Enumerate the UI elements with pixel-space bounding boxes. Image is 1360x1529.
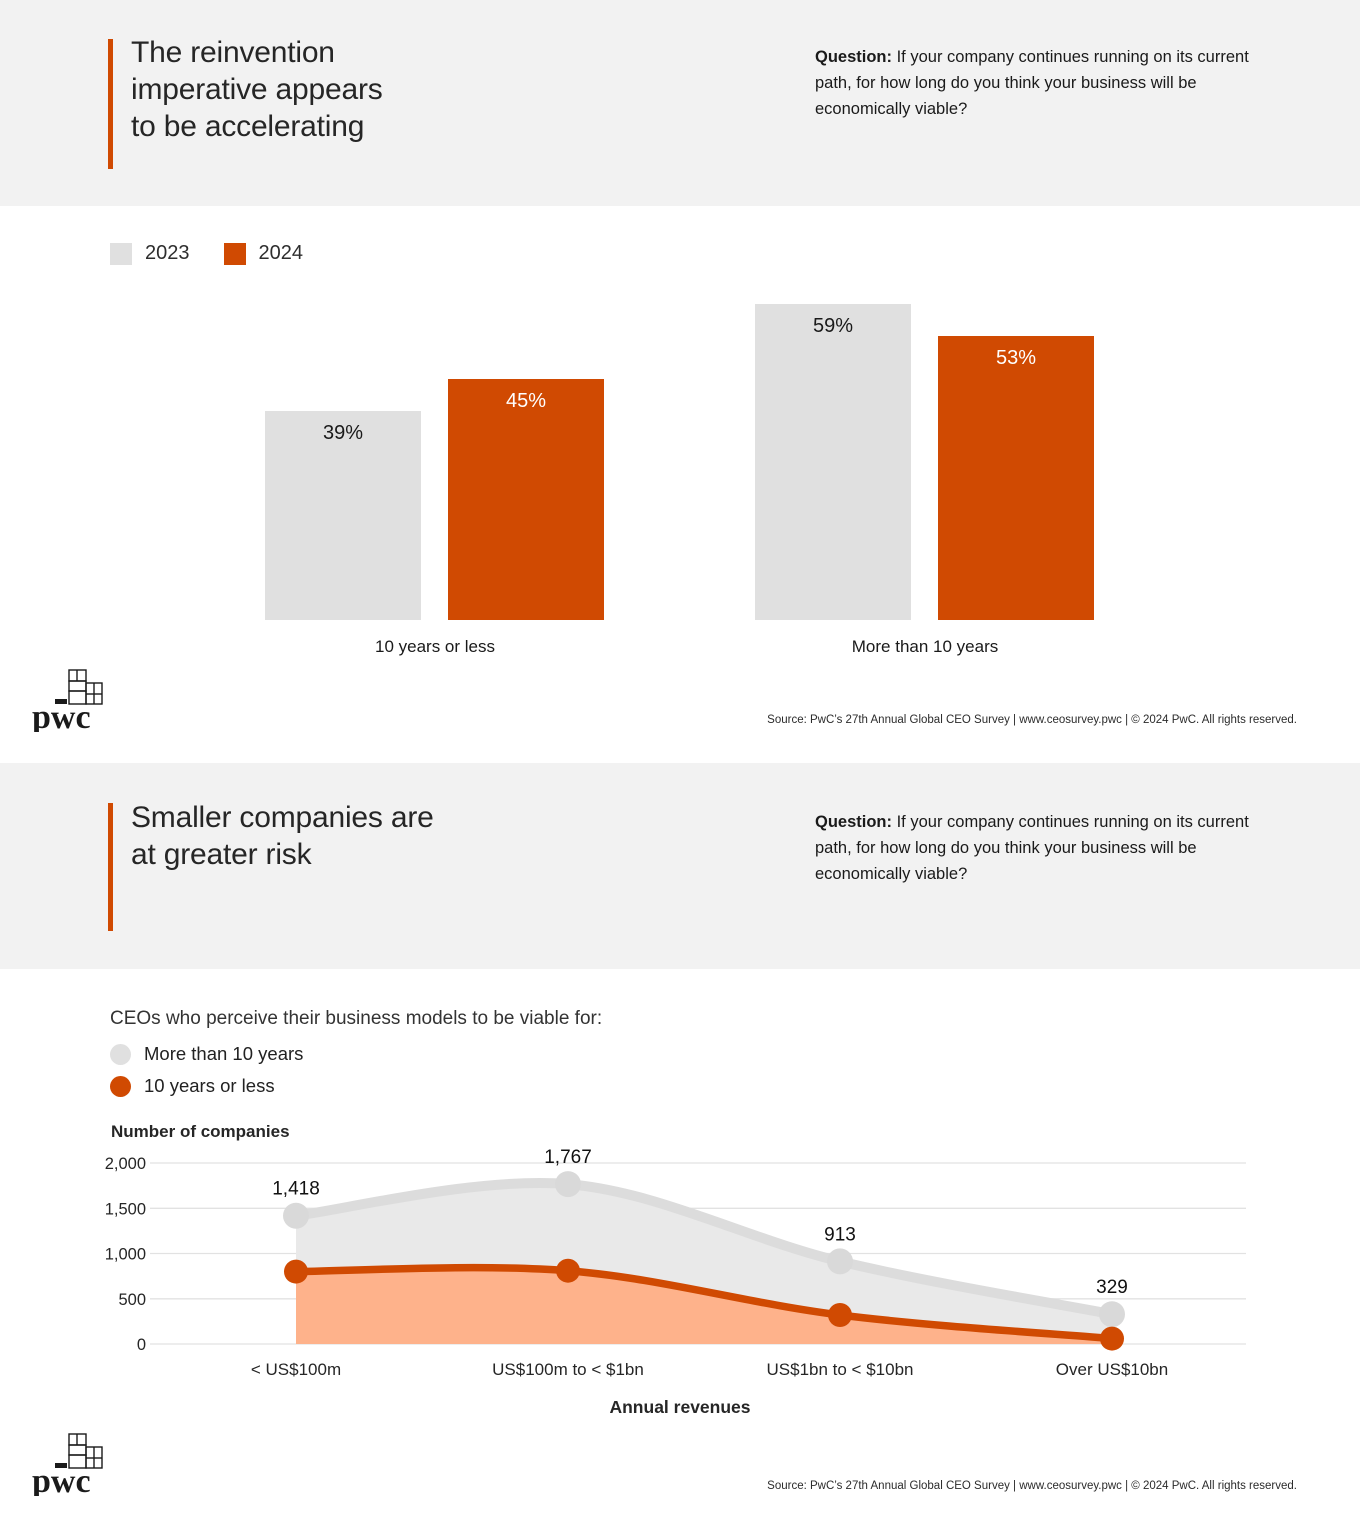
section2-question: Question: If your company continues runn… (815, 809, 1279, 887)
bar-chart-legend: 2023 2024 (110, 242, 303, 265)
area-chart-legend: More than 10 years 10 years or less (110, 1043, 303, 1107)
bar-value-label: 53% (995, 347, 1037, 369)
data-point-orange (828, 1303, 852, 1327)
data-value-label: 1,767 (544, 1147, 592, 1168)
bar-value-label: 45% (505, 390, 547, 412)
section1-question: Question: If your company continues runn… (815, 44, 1279, 122)
data-point-gray (283, 1202, 309, 1229)
area-chart-x-axis-title: Annual revenues (609, 1397, 751, 1417)
pwc-building-icon (68, 669, 103, 705)
question-label: Question: (815, 48, 892, 66)
source-line: Source: PwC’s 27th Annual Global CEO Sur… (767, 714, 1297, 726)
pwc-logo-dash (55, 1463, 67, 1468)
area-chart-subtitle: CEOs who perceive their business models … (110, 1008, 603, 1029)
legend-item-2024: 2024 (223, 242, 304, 265)
section2-accent-rule (108, 803, 113, 931)
bar-category-label: 10 years or less (375, 637, 495, 656)
y-tick-label: 1,500 (105, 1200, 146, 1218)
x-category-label: Over US$10bn (1056, 1360, 1168, 1379)
question-text: If your company continues running on its… (815, 48, 1249, 118)
question-label: Question: (815, 813, 892, 831)
pwc-logo-graphic: pwc (32, 1433, 103, 1500)
bar-2023-more-than-10-years: 59% (755, 304, 911, 620)
y-tick-label: 500 (118, 1291, 146, 1309)
bar-value-label: 59% (812, 315, 854, 337)
bar-2023-10-years-or-less: 39% (265, 411, 421, 620)
pwc-wordmark: pwc (32, 1463, 91, 1496)
pwc-logo: pwc (30, 1432, 116, 1501)
y-tick-label: 0 (137, 1336, 146, 1354)
data-point-orange (284, 1259, 308, 1284)
data-value-label: 913 (824, 1224, 856, 1245)
data-point-orange (556, 1258, 580, 1283)
y-tick-label: 2,000 (105, 1155, 146, 1173)
legend-label-10-or-less: 10 years or less (144, 1075, 275, 1096)
legend-item-10-or-less: 10 years or less (110, 1075, 303, 1097)
y-tick-label: 1,000 (105, 1246, 146, 1264)
legend-label-2023: 2023 (145, 242, 190, 264)
pwc-logo-graphic: pwc (32, 669, 103, 736)
data-value-label: 1,418 (272, 1179, 320, 1200)
legend-label-2024: 2024 (258, 242, 304, 264)
legend-item-2023: 2023 (110, 242, 190, 265)
x-category-label: < US$100m (251, 1360, 341, 1379)
legend-dot-orange (110, 1075, 131, 1097)
data-point-gray (1099, 1301, 1125, 1328)
data-point-gray (555, 1171, 581, 1198)
data-point-gray (827, 1248, 853, 1275)
bar-2024-more-than-10-years: 53% (938, 336, 1094, 620)
legend-dot-gray (110, 1043, 131, 1065)
legend-item-more-than-10: More than 10 years (110, 1043, 303, 1065)
pwc-logo: pwc (30, 668, 116, 737)
legend-swatch-2023 (110, 242, 132, 265)
area-line-orange (292, 1263, 1116, 1343)
legend-swatch-2024 (223, 242, 246, 265)
bar-value-label: 39% (322, 422, 364, 444)
bar-category-label: More than 10 years (851, 637, 999, 656)
section2-title: Smaller companies are at greater risk (131, 801, 434, 871)
area-line-gray (291, 1178, 1117, 1320)
section1-title: The reinvention imperative appears to be… (131, 36, 383, 143)
legend-label-more-than-10: More than 10 years (144, 1043, 304, 1064)
section1-header-band (0, 0, 1360, 206)
pwc-wordmark: pwc (32, 699, 91, 732)
area-chart: 0 500 1,000 1,500 2,000 1,418 1,767 913 329 < US$… (105, 1147, 1246, 1379)
section1-accent-rule (108, 39, 113, 169)
bar-2024-10-years-or-less: 45% (448, 379, 604, 620)
question-text: If your company continues running on its… (815, 813, 1249, 883)
data-value-label: 329 (1096, 1277, 1128, 1298)
section2-header-band (0, 763, 1360, 969)
pwc-logo-dash (55, 699, 67, 704)
source-line: Source: PwC’s 27th Annual Global CEO Sur… (767, 1480, 1297, 1492)
pwc-building-icon (68, 1433, 103, 1469)
area-chart-y-axis-title: Number of companies (111, 1122, 290, 1141)
x-category-label: US$1bn to < $10bn (767, 1360, 914, 1379)
x-category-label: US$100m to < $1bn (492, 1360, 644, 1379)
data-point-orange (1100, 1326, 1124, 1351)
